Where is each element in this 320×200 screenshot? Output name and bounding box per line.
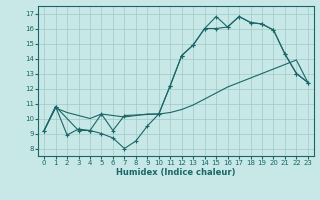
X-axis label: Humidex (Indice chaleur): Humidex (Indice chaleur) (116, 168, 236, 177)
